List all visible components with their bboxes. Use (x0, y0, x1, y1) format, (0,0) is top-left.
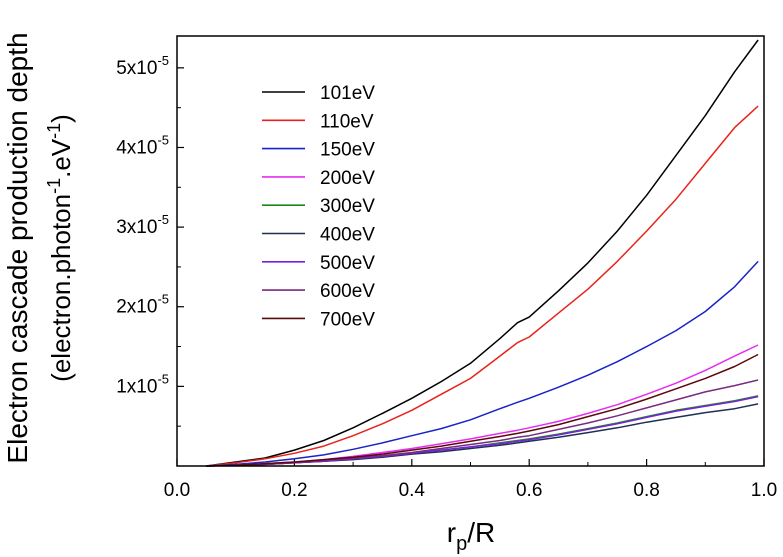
legend-label: 600eV (320, 281, 375, 302)
x-tick-label: 0.8 (633, 480, 659, 501)
series-layer (206, 39, 759, 467)
series-line-101eV (206, 39, 759, 467)
series-line-150eV (206, 260, 759, 467)
y-tick-exponent: -5 (157, 132, 169, 147)
x-tick-label: 1.0 (751, 480, 777, 501)
ticks-layer: 0.0 0.2 0.4 0.6 0.8 1.01x10-52x10-53x10-54x10… (116, 53, 777, 501)
series-line-600eV (206, 379, 759, 467)
y-tick-mantissa: 5x10 (116, 58, 157, 79)
legend-label: 200eV (320, 168, 375, 189)
x-tick-label: 0.4 (399, 480, 426, 501)
y-tick-exponent: -5 (157, 212, 169, 227)
y-tick-mantissa: 2x10 (116, 297, 157, 318)
y-tick-label: 4x10-5 (116, 132, 169, 158)
x-axis-title-main: r (447, 517, 456, 548)
legend-label: 400eV (320, 225, 375, 246)
series-line-110eV (206, 105, 759, 467)
y-tick-exponent: -5 (157, 292, 169, 307)
y-tick-mantissa: 3x10 (116, 217, 157, 238)
legend: 101eV 110eV 150eV 200eV 300eV 400eV 500eV 600eV… (262, 83, 375, 330)
x-axis-title-sub: p (456, 533, 467, 555)
y-tick-exponent: -5 (157, 53, 169, 68)
y-tick-label: 5x10-5 (116, 53, 169, 79)
x-tick-label: 0.0 (164, 480, 190, 501)
legend-label: 150eV (320, 140, 375, 161)
series-line-700eV (206, 353, 759, 467)
x-tick-label: 0.2 (281, 480, 307, 501)
x-tick-label: 0.6 (516, 480, 542, 501)
y-tick-label: 1x10-5 (116, 371, 169, 397)
legend-label: 110eV (320, 111, 374, 132)
y-axis-title-line2: (electron.photon-1.eV-1) (44, 114, 76, 382)
x-axis-title-rest: /R (467, 517, 495, 548)
legend-label: 500eV (320, 253, 375, 274)
y-axis-title-part: .eV (46, 138, 76, 178)
y-axis-title-sup: -1 (44, 123, 64, 139)
legend-label: 101eV (320, 83, 375, 104)
y-axis-title-part: ) (46, 114, 76, 123)
legend-label: 700eV (320, 309, 375, 330)
y-tick-exponent: -5 (157, 371, 169, 386)
plot-frame (176, 35, 765, 467)
y-tick-mantissa: 1x10 (116, 376, 157, 397)
y-tick-mantissa: 4x10 (116, 137, 157, 158)
y-axis-title-sup: -1 (44, 178, 64, 194)
y-axis-title-line1: Electron cascade production depth (2, 32, 33, 463)
legend-label: 300eV (320, 196, 375, 217)
x-axis-title: rp/R (447, 517, 495, 555)
y-tick-label: 3x10-5 (116, 212, 169, 238)
y-axis-title-part: (electron.photon (46, 194, 76, 382)
y-tick-label: 2x10-5 (116, 292, 169, 318)
